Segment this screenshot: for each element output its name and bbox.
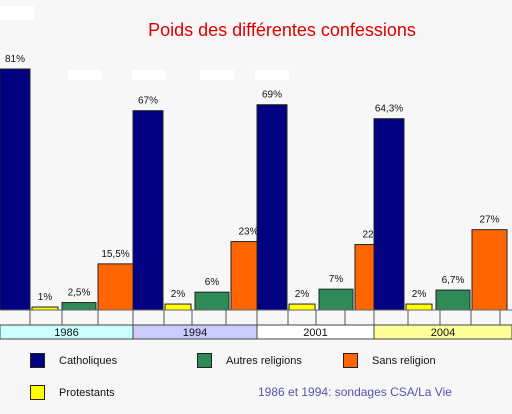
legend-swatch [30,353,45,368]
data-label: 81% [5,54,25,65]
legend-item-autres-religions: Autres religions [197,353,302,368]
backdrop-block [132,70,166,80]
legend-label: Catholiques [59,354,118,367]
legend-item-sans-religion: Sans religion [343,353,436,368]
year-label: 2001 [303,327,327,339]
data-label: 15,5% [101,249,129,260]
bar-protestants-1994 [164,303,192,311]
backdrop-block [0,6,34,20]
backdrop-block [200,70,234,80]
legend-item-catholiques: Catholiques [30,353,117,368]
data-label: 27% [479,215,499,226]
year-label: 1994 [183,327,207,339]
bar-catholiques-1986 [0,68,31,311]
legend-swatch [197,353,212,368]
data-label: 6,7% [442,275,465,286]
legend-item-protestants: Protestants [30,385,115,400]
bar-protestants-2001 [288,303,316,311]
year-label: 1986 [54,327,78,339]
data-label: 69% [262,90,282,101]
bar-sans-religion-1986 [97,263,134,311]
data-label: 1% [38,292,53,303]
legend-label: Sans religion [372,354,436,367]
data-label: 64,3% [375,104,403,115]
backdrop-block [255,70,289,80]
data-label: 6% [205,277,220,288]
chart-title: Poids des différentes confessions [148,20,416,40]
bar-protestants-2004 [405,303,433,311]
data-label: 2% [412,289,427,300]
legend-label: Autres religions [226,354,302,367]
data-label: 22% [362,230,382,241]
data-label: 23% [238,227,258,238]
data-label: 2% [171,289,186,300]
legend-label: Protestants [59,386,115,399]
source-note: 1986 et 1994: sondages CSA/La Vie [258,385,452,399]
legend-swatch [343,353,358,368]
bar-autres-religions-2004 [435,289,471,311]
bar-autres-religions-2001 [318,288,354,311]
bar-autres-religions-1994 [194,291,230,311]
data-label: 2,5% [68,288,91,299]
bar-catholiques-2004 [373,118,405,311]
backdrop-block [68,70,102,80]
data-label: 2% [295,289,310,300]
data-label: 67% [138,96,158,107]
legend-swatch [30,385,45,400]
bar-catholiques-1994 [132,110,164,311]
year-band-2004 [373,324,512,340]
year-label: 2004 [431,327,455,339]
bar-autres-religions-1986 [61,302,97,311]
bar-sans-religion-2004 [471,229,508,311]
data-label: 7% [329,274,344,285]
bar-catholiques-2001 [256,104,288,311]
